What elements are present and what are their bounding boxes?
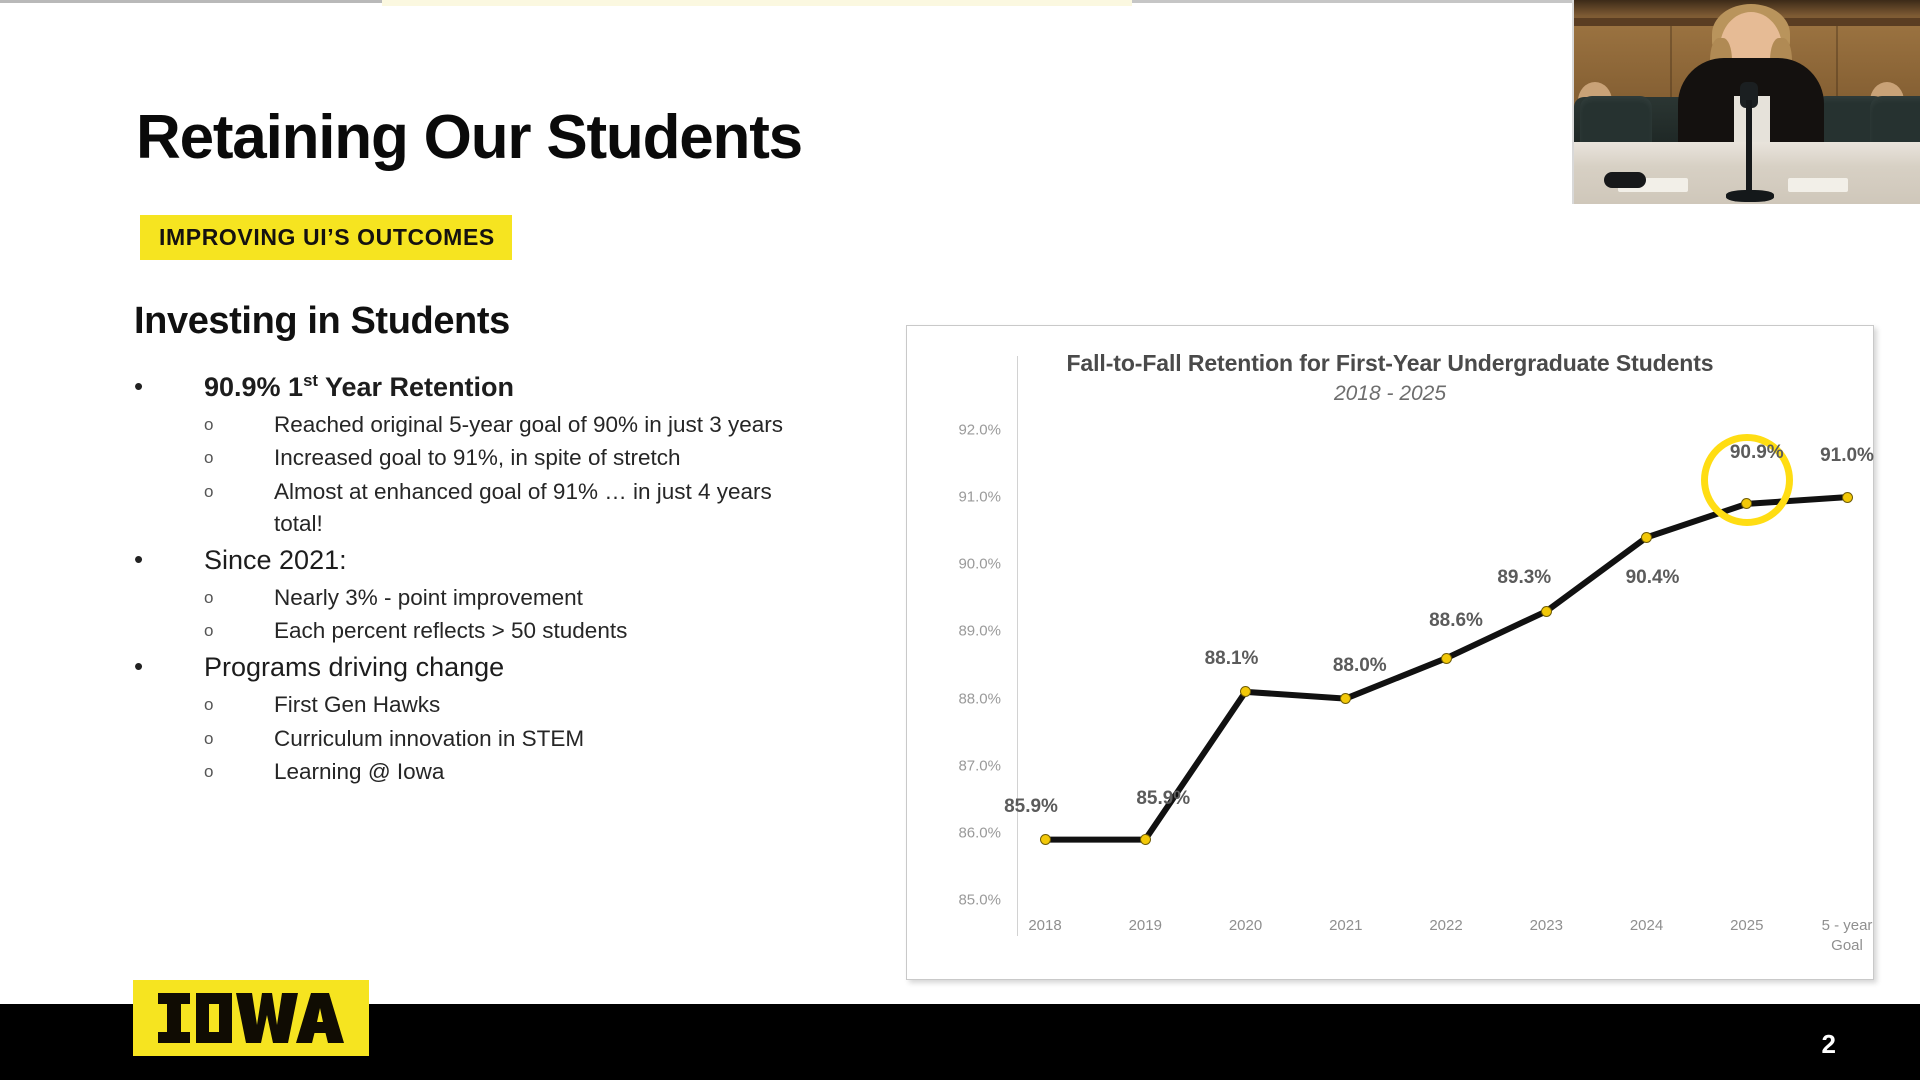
section-heading: Investing in Students (134, 300, 510, 342)
x-axis-tick-label: 2019 (1128, 917, 1162, 934)
bullet-text: 90.9% 1st Year Retention (204, 371, 515, 402)
data-point-marker (1540, 605, 1552, 617)
bullet-text: Nearly 3% - point improvement (274, 584, 583, 610)
x-axis-tick-label: 2022 (1429, 917, 1463, 934)
page-title: Retaining Our Students (136, 103, 803, 172)
data-point-label: 90.9% (1729, 441, 1784, 463)
x-axis-tick-label: 2020 (1228, 917, 1263, 934)
data-point-label: 88.6% (1429, 610, 1483, 632)
x-axis-tick-label: 2025 (1730, 917, 1764, 934)
bullet-list: • 90.9% 1st Year Retention o Reached origin… (128, 368, 848, 789)
data-point-label: 88.0% (1332, 654, 1387, 676)
y-axis-tick-label: 90.0% (958, 555, 1001, 573)
data-point-label: 88.1% (1204, 647, 1259, 669)
top-edge-strip-right (1132, 0, 1572, 3)
x-axis-tick-label: 5 - year Goal (1821, 917, 1873, 955)
data-point-marker (1440, 652, 1452, 664)
data-point-marker (1841, 491, 1853, 503)
bullet-marker: o (204, 481, 214, 501)
wall-seam (1670, 26, 1672, 136)
bullet-text: Increased goal to 91%, in spite of stret… (274, 445, 681, 471)
video-frame-content (1574, 0, 1920, 204)
table-object (1604, 172, 1646, 188)
microphone-base (1726, 190, 1774, 202)
data-point-label: 85.9% (1136, 787, 1191, 809)
bullet-marker: • (134, 651, 144, 682)
microphone-head (1740, 82, 1758, 108)
table-paper (1788, 178, 1848, 192)
bullet-marker: o (204, 415, 214, 435)
retention-chart-panel: Fall-to-Fall Retention for First-Year Un… (906, 325, 1874, 980)
wall-seam (1836, 26, 1838, 136)
bullet-text: Learning @ Iowa (274, 759, 445, 785)
bullet-item-level2: o Almost at enhanced goal of 91% … in jus… (128, 476, 848, 540)
page-number: 2 (1821, 1029, 1836, 1059)
bullet-marker: o (204, 448, 214, 468)
data-point-label: 91.0% (1820, 445, 1874, 467)
data-point-marker (1039, 834, 1051, 846)
bullet-item-level1: • 90.9% 1st Year Retention (128, 368, 848, 407)
bullet-item-level2: o Reached original 5-year goal of 90% in … (128, 409, 848, 441)
bullet-marker: o (204, 728, 214, 748)
x-axis-tick-label: 2023 (1529, 917, 1563, 934)
bullet-text: Almost at enhanced goal of 91% … in just… (274, 478, 772, 536)
chart-plot-area: 92.0% 91.0% 90.0% 89.0% 88.0% 87.0% 86.0% 85.0%… (907, 326, 1874, 979)
bullet-item-level1: • Programs driving change (128, 648, 848, 687)
bullet-text: Each percent reflects > 50 students (274, 618, 628, 644)
bullet-marker: o (204, 762, 214, 782)
x-axis-tick-label: 2024 (1629, 917, 1664, 934)
data-point-label: 89.3% (1497, 567, 1552, 589)
eyebrow-banner: IMPROVING UI’S OUTCOMES (140, 215, 512, 260)
highlight-circle-annotation (1700, 433, 1793, 526)
microphone-stand (1746, 100, 1752, 196)
data-point-marker (1641, 531, 1652, 543)
bullet-marker: o (204, 587, 214, 607)
y-axis-line (1017, 356, 1018, 936)
bullet-text: Since 2021: (204, 544, 347, 575)
bullet-marker: • (134, 543, 144, 574)
data-point-label: 90.4% (1625, 567, 1680, 589)
bullet-item-level2: o Learning @ Iowa (128, 756, 848, 788)
y-axis-tick-label: 87.0% (958, 757, 1001, 775)
bullet-item-level2: o Each percent reflects > 50 students (128, 615, 848, 647)
x-axis-tick-label: 2021 (1329, 917, 1363, 934)
bullet-text: Reached original 5-year goal of 90% in j… (274, 412, 784, 438)
bullet-text: Programs driving change (204, 652, 505, 683)
y-axis-tick-label: 86.0% (958, 824, 1001, 842)
top-edge-strip-center (382, 0, 1132, 6)
y-axis-tick-label: 91.0% (958, 488, 1001, 506)
chart-line-svg (1042, 494, 1850, 843)
bullet-text: First Gen Hawks (274, 692, 441, 718)
chart-title: Fall-to-Fall Retention for First-Year Un… (1066, 350, 1714, 376)
data-point-marker (1741, 498, 1753, 510)
bullet-item-level2: o Nearly 3% - point improvement (128, 582, 848, 614)
bullet-item-level2: o Increased goal to 91%, in spite of stre… (128, 442, 848, 474)
bullet-item-level1: • Since 2021: (128, 541, 848, 580)
y-axis-tick-label: 89.0% (958, 622, 1001, 640)
bullet-item-level2: o Curriculum innovation in STEM (128, 723, 848, 755)
iowa-logo (133, 980, 369, 1056)
top-edge-strip-left (0, 0, 382, 3)
chart-subtitle: 2018 - 2025 (1333, 382, 1447, 405)
bullet-marker: • (134, 371, 144, 401)
y-axis-tick-label: 85.0% (958, 891, 1001, 909)
data-point-marker (1240, 686, 1251, 698)
bullet-marker: o (204, 695, 214, 715)
bullet-text: Curriculum innovation in STEM (274, 725, 585, 751)
x-axis-tick-label: 2018 (1028, 917, 1062, 934)
data-point-marker (1340, 693, 1352, 705)
bullet-marker: o (204, 621, 214, 641)
data-point-label: 85.9% (1004, 795, 1058, 817)
speaker-video-feed[interactable] (1572, 0, 1920, 204)
iowa-logo-wordmark (158, 993, 344, 1043)
bullet-item-level2: o First Gen Hawks (128, 689, 848, 721)
y-axis-tick-label: 92.0% (958, 421, 1001, 439)
data-point-marker (1139, 834, 1151, 846)
y-axis-tick-label: 88.0% (958, 690, 1001, 708)
